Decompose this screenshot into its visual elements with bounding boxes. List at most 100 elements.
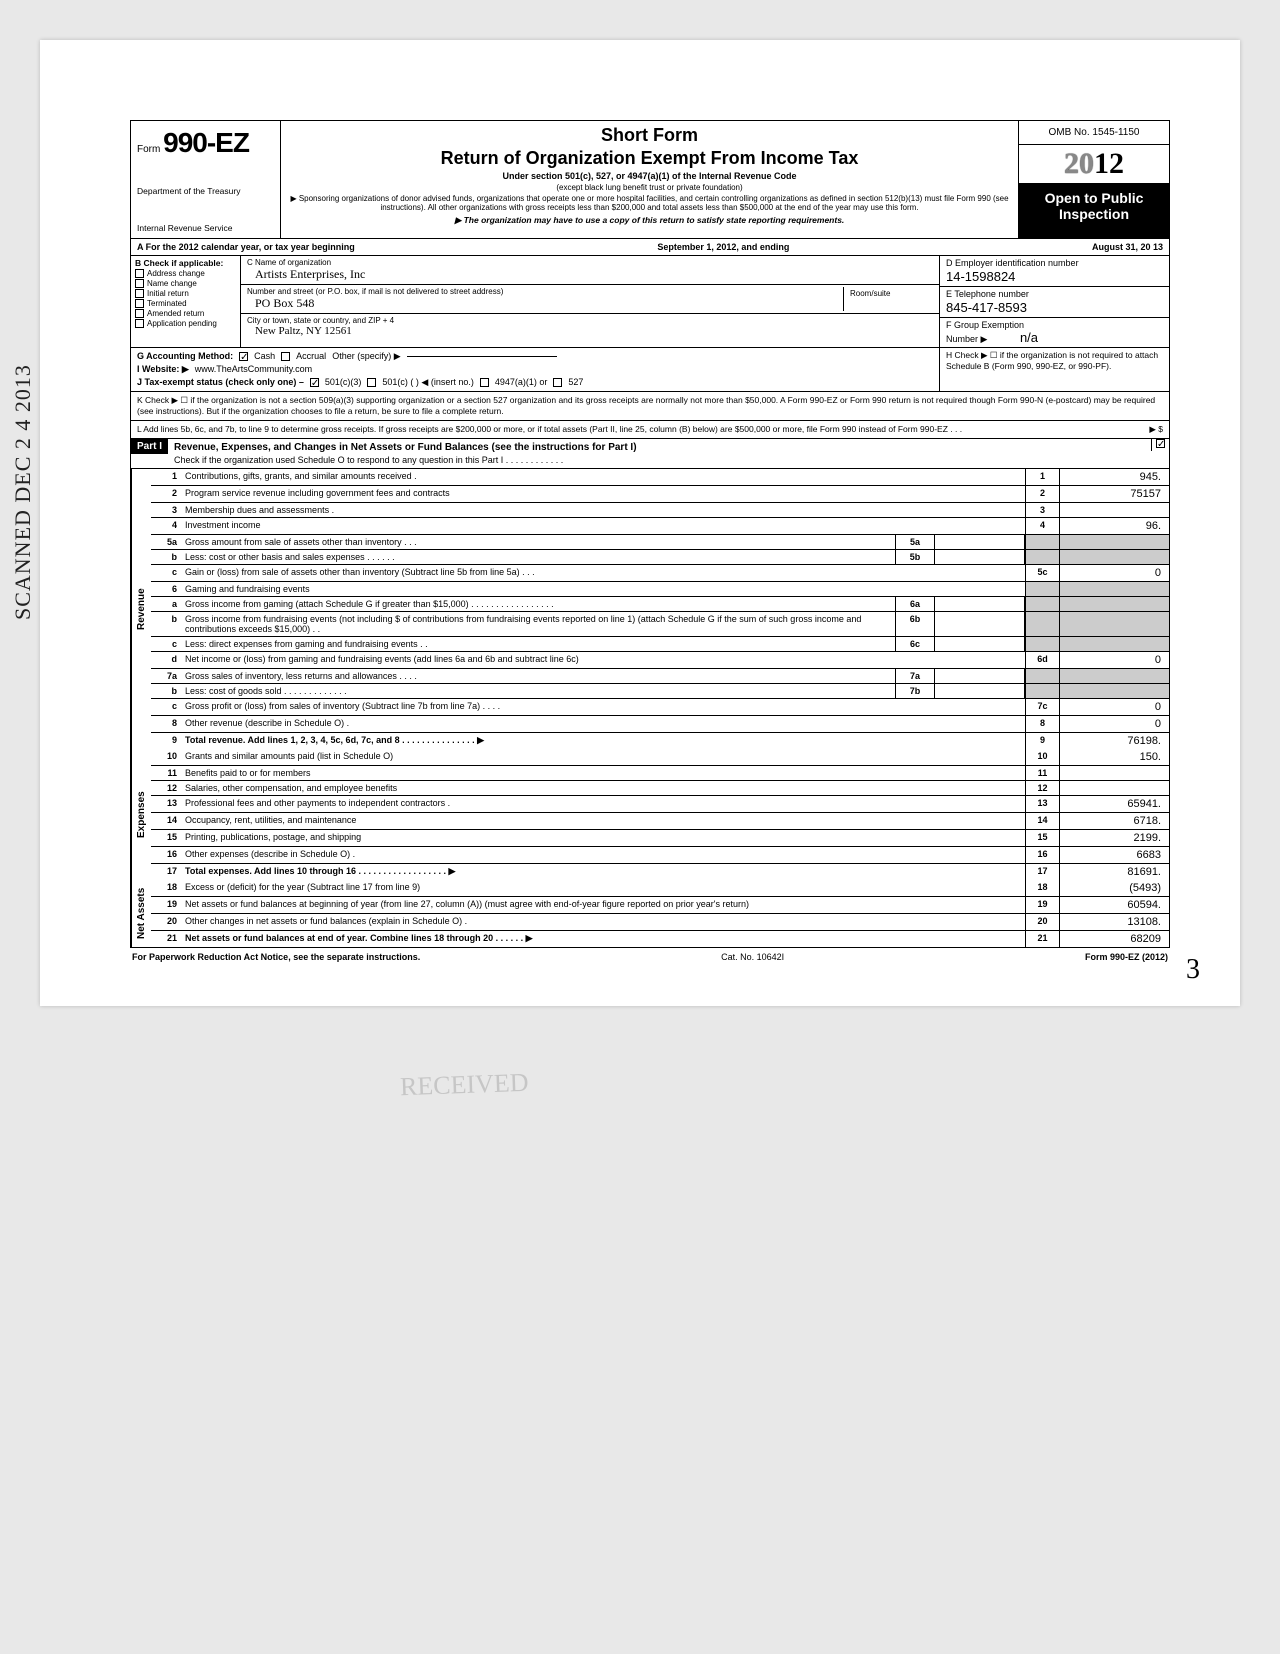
- other-label: Other (specify) ▶: [332, 351, 400, 362]
- end-line-val[interactable]: 75157: [1059, 486, 1169, 502]
- end-line-val[interactable]: [1059, 503, 1169, 517]
- line-number: 17: [151, 864, 181, 880]
- checkbox[interactable]: [135, 299, 144, 308]
- col-d: D Employer identification number 14-1598…: [939, 256, 1169, 347]
- subtitle-3: ▶ Sponsoring organizations of donor advi…: [289, 194, 1010, 212]
- mid-line-val[interactable]: [935, 550, 1025, 564]
- checkbox[interactable]: [135, 279, 144, 288]
- mid-line-val[interactable]: [935, 684, 1025, 698]
- form-number: 990-EZ: [163, 127, 249, 158]
- line-a-left: A For the 2012 calendar year, or tax yea…: [137, 242, 355, 252]
- end-line-val[interactable]: 65941.: [1059, 796, 1169, 812]
- subtitle: Under section 501(c), 527, or 4947(a)(1)…: [289, 171, 1010, 181]
- end-line-val[interactable]: 0: [1059, 565, 1169, 581]
- end-line-val[interactable]: 0: [1059, 716, 1169, 732]
- city-value: New Paltz, NY 12561: [255, 325, 933, 337]
- j-label: J Tax-exempt status (check only one) –: [137, 377, 304, 387]
- line-number: 8: [151, 716, 181, 732]
- dept-irs: Internal Revenue Service: [137, 224, 270, 233]
- line-desc: Net income or (loss) from gaming and fun…: [181, 652, 1025, 668]
- table-row: 10Grants and similar amounts paid (list …: [151, 749, 1169, 766]
- mid-line-no: 5a: [895, 535, 935, 549]
- mid-line-no: 7a: [895, 669, 935, 683]
- table-row: 9Total revenue. Add lines 1, 2, 3, 4, 5c…: [151, 733, 1169, 749]
- mid-line-val[interactable]: [935, 535, 1025, 549]
- table-row: bLess: cost or other basis and sales exp…: [151, 550, 1169, 565]
- part1-schedule-o-checkbox[interactable]: [1156, 439, 1165, 448]
- form-number-box: Form 990-EZ Department of the Treasury I…: [131, 121, 281, 238]
- end-val-shade: [1059, 550, 1169, 564]
- end-line-val[interactable]: 945.: [1059, 469, 1169, 485]
- end-line-val[interactable]: 150.: [1059, 749, 1169, 765]
- gij-row: G Accounting Method: Cash Accrual Other …: [130, 348, 1170, 392]
- line-desc: Less: direct expenses from gaming and fu…: [181, 637, 895, 651]
- 527-checkbox[interactable]: [553, 378, 562, 387]
- end-val-shade: [1059, 669, 1169, 683]
- h-box: H Check ▶ ☐ if the organization is not r…: [939, 348, 1169, 391]
- end-line-val[interactable]: 60594.: [1059, 897, 1169, 913]
- line-number: 14: [151, 813, 181, 829]
- mid-line-val[interactable]: [935, 597, 1025, 611]
- end-line-val[interactable]: 13108.: [1059, 914, 1169, 930]
- checkbox-label: Amended return: [147, 309, 204, 318]
- line-number: 2: [151, 486, 181, 502]
- line-number: a: [151, 597, 181, 611]
- line-desc: Gross sales of inventory, less returns a…: [181, 669, 895, 683]
- end-line-val[interactable]: 2199.: [1059, 830, 1169, 846]
- line-desc: Gain or (loss) from sale of assets other…: [181, 565, 1025, 581]
- line-a-right: August 31, 20 13: [1092, 242, 1163, 252]
- accrual-checkbox[interactable]: [281, 352, 290, 361]
- end-line-no: 1: [1025, 469, 1059, 485]
- cash-label: Cash: [254, 351, 275, 361]
- 501c3-checkbox[interactable]: [310, 378, 319, 387]
- checkbox[interactable]: [135, 309, 144, 318]
- mid-line-val[interactable]: [935, 612, 1025, 636]
- mid-line-val[interactable]: [935, 669, 1025, 683]
- 4947-checkbox[interactable]: [480, 378, 489, 387]
- end-val-shade: [1059, 597, 1169, 611]
- org-name: Artists Enterprises, Inc: [255, 267, 933, 282]
- line-desc: Gross income from gaming (attach Schedul…: [181, 597, 895, 611]
- line-a-mid: September 1, 2012, and ending: [657, 242, 789, 252]
- line-desc: Net assets or fund balances at beginning…: [181, 897, 1025, 913]
- cash-checkbox[interactable]: [239, 352, 248, 361]
- end-line-val[interactable]: 0: [1059, 652, 1169, 668]
- end-line-val[interactable]: 96.: [1059, 518, 1169, 534]
- table-row: 4Investment income496.: [151, 518, 1169, 535]
- checkbox[interactable]: [135, 319, 144, 328]
- end-line-val[interactable]: [1059, 766, 1169, 780]
- table-row: cLess: direct expenses from gaming and f…: [151, 637, 1169, 652]
- end-line-val[interactable]: 0: [1059, 699, 1169, 715]
- end-line-val[interactable]: 6718.: [1059, 813, 1169, 829]
- line-number: 5a: [151, 535, 181, 549]
- line-desc: Gross profit or (loss) from sales of inv…: [181, 699, 1025, 715]
- end-line-no: 18: [1025, 880, 1059, 896]
- end-line-val[interactable]: (5493): [1059, 880, 1169, 896]
- end-line-val[interactable]: 76198.: [1059, 733, 1169, 749]
- open-to-public: Open to Public Inspection: [1019, 184, 1169, 238]
- end-line-no: 14: [1025, 813, 1059, 829]
- table-row: 21Net assets or fund balances at end of …: [151, 931, 1169, 947]
- footer: For Paperwork Reduction Act Notice, see …: [130, 948, 1170, 966]
- col-b-item: Initial return: [135, 289, 236, 298]
- line-desc: Total expenses. Add lines 10 through 16 …: [181, 864, 1025, 880]
- street-label: Number and street (or P.O. box, if mail …: [247, 287, 843, 296]
- checkbox[interactable]: [135, 269, 144, 278]
- end-no-shade: [1025, 550, 1059, 564]
- end-line-val[interactable]: 6683: [1059, 847, 1169, 863]
- footer-left: For Paperwork Reduction Act Notice, see …: [132, 952, 420, 962]
- end-val-shade: [1059, 637, 1169, 651]
- tel-value: 845-417-8593: [946, 300, 1163, 315]
- 501c-checkbox[interactable]: [367, 378, 376, 387]
- table-row: cGain or (loss) from sale of assets othe…: [151, 565, 1169, 582]
- mid-line-val[interactable]: [935, 637, 1025, 651]
- short-form-label: Short Form: [289, 125, 1010, 146]
- end-line-val[interactable]: 81691.: [1059, 864, 1169, 880]
- end-line-val[interactable]: 68209: [1059, 931, 1169, 947]
- end-no-shade: [1025, 669, 1059, 683]
- line-desc: Membership dues and assessments .: [181, 503, 1025, 517]
- k-line: K Check ▶ ☐ if the organization is not a…: [130, 392, 1170, 421]
- checkbox[interactable]: [135, 289, 144, 298]
- other-input[interactable]: [407, 356, 557, 357]
- end-line-val[interactable]: [1059, 781, 1169, 795]
